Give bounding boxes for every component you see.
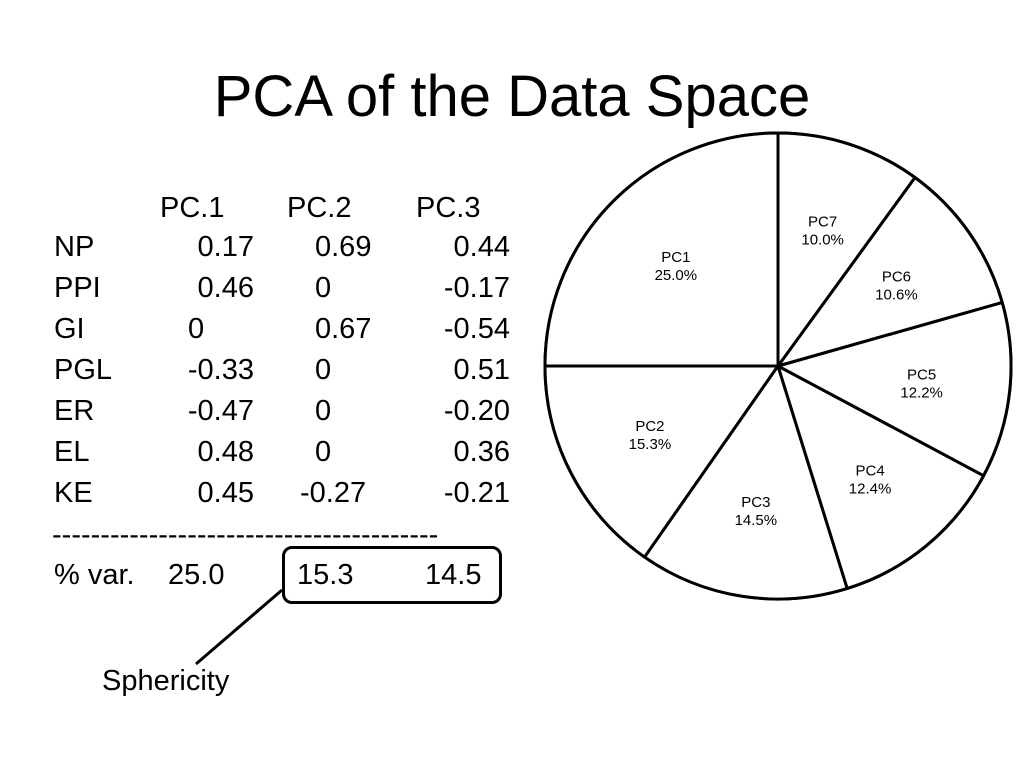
pie-slice-pc2: [543, 364, 780, 559]
pie-slice-name: PC2: [635, 418, 664, 435]
cell-pc3: 0.36: [453, 436, 510, 468]
pie-slice-name: PC3: [741, 494, 770, 511]
cell-pc2: 0: [315, 436, 332, 468]
col-header-pc2: PC.2: [287, 192, 352, 224]
cell-pc1: -0.33: [187, 354, 254, 386]
row-label: PGL: [54, 354, 113, 386]
cell-pc1: 0.46: [197, 272, 254, 304]
pie-slice-label: 14.5%: [735, 512, 778, 529]
pie-slice-name: PC4: [855, 462, 884, 479]
cell-pc1: 0.45: [197, 477, 254, 509]
pie-slice-pc3: [643, 364, 849, 601]
pie-slice-label: 10.0%: [801, 232, 844, 249]
callout-label: Sphericity: [102, 665, 230, 697]
cell-pc2: 0: [315, 395, 332, 427]
col-header-pc1: PC.1: [160, 192, 225, 224]
row-label: NP: [54, 231, 95, 263]
pie-slice-name: PC7: [808, 214, 837, 231]
cell-pc3: -0.20: [443, 395, 510, 427]
cell-pc2: 0.69: [315, 231, 372, 263]
cell-pc3: -0.54: [443, 313, 510, 345]
pie-slice-pc1: [543, 131, 780, 368]
cell-pc3: -0.17: [443, 272, 510, 304]
pie-slice-pc5: [776, 300, 1013, 478]
pie-slice-name: PC6: [882, 268, 911, 285]
pie-slice-pc4: [776, 364, 986, 590]
pie-slice-label: 12.2%: [900, 384, 943, 401]
row-label: KE: [54, 477, 93, 509]
row-label: GI: [54, 313, 85, 345]
cell-pc1: -0.47: [187, 395, 254, 427]
col-header-pc3: PC.3: [416, 192, 481, 224]
pie-slice-label: 12.4%: [849, 480, 892, 497]
var-pc1: 25.0: [168, 559, 225, 591]
cell-pc1: 0.48: [197, 436, 254, 468]
pie-slice-name: PC5: [907, 366, 936, 383]
cell-pc3: -0.21: [443, 477, 510, 509]
pie-slice-label: 15.3%: [629, 436, 672, 453]
row-label: ER: [54, 395, 95, 427]
pie-slice-name: PC1: [661, 249, 690, 266]
pie-slice-label: 10.6%: [875, 286, 918, 303]
cell-pc3: 0.51: [453, 354, 510, 386]
pie-slice-pc6: [776, 175, 1004, 368]
var-pc3: 14.5: [425, 559, 482, 591]
var-pc2: 15.3: [297, 559, 354, 591]
var-row-label: % var.: [54, 559, 135, 591]
table-separator: ----------------------------------------: [52, 520, 439, 550]
row-label: PPI: [54, 272, 101, 304]
sphericity-highlight-box: [282, 546, 502, 604]
pie-slice-pc7: [776, 131, 917, 368]
pie-slice-label: 25.0%: [655, 267, 698, 284]
row-label: EL: [54, 436, 90, 468]
cell-pc2: 0: [315, 272, 332, 304]
page-title: PCA of the Data Space: [213, 64, 811, 129]
cell-pc3: 0.44: [453, 231, 510, 263]
cell-pc2: 0: [315, 354, 332, 386]
cell-pc1: 0: [188, 313, 205, 345]
cell-pc2: 0.67: [315, 313, 372, 345]
cell-pc1: 0.17: [197, 231, 254, 263]
cell-pc2: -0.27: [300, 477, 367, 509]
